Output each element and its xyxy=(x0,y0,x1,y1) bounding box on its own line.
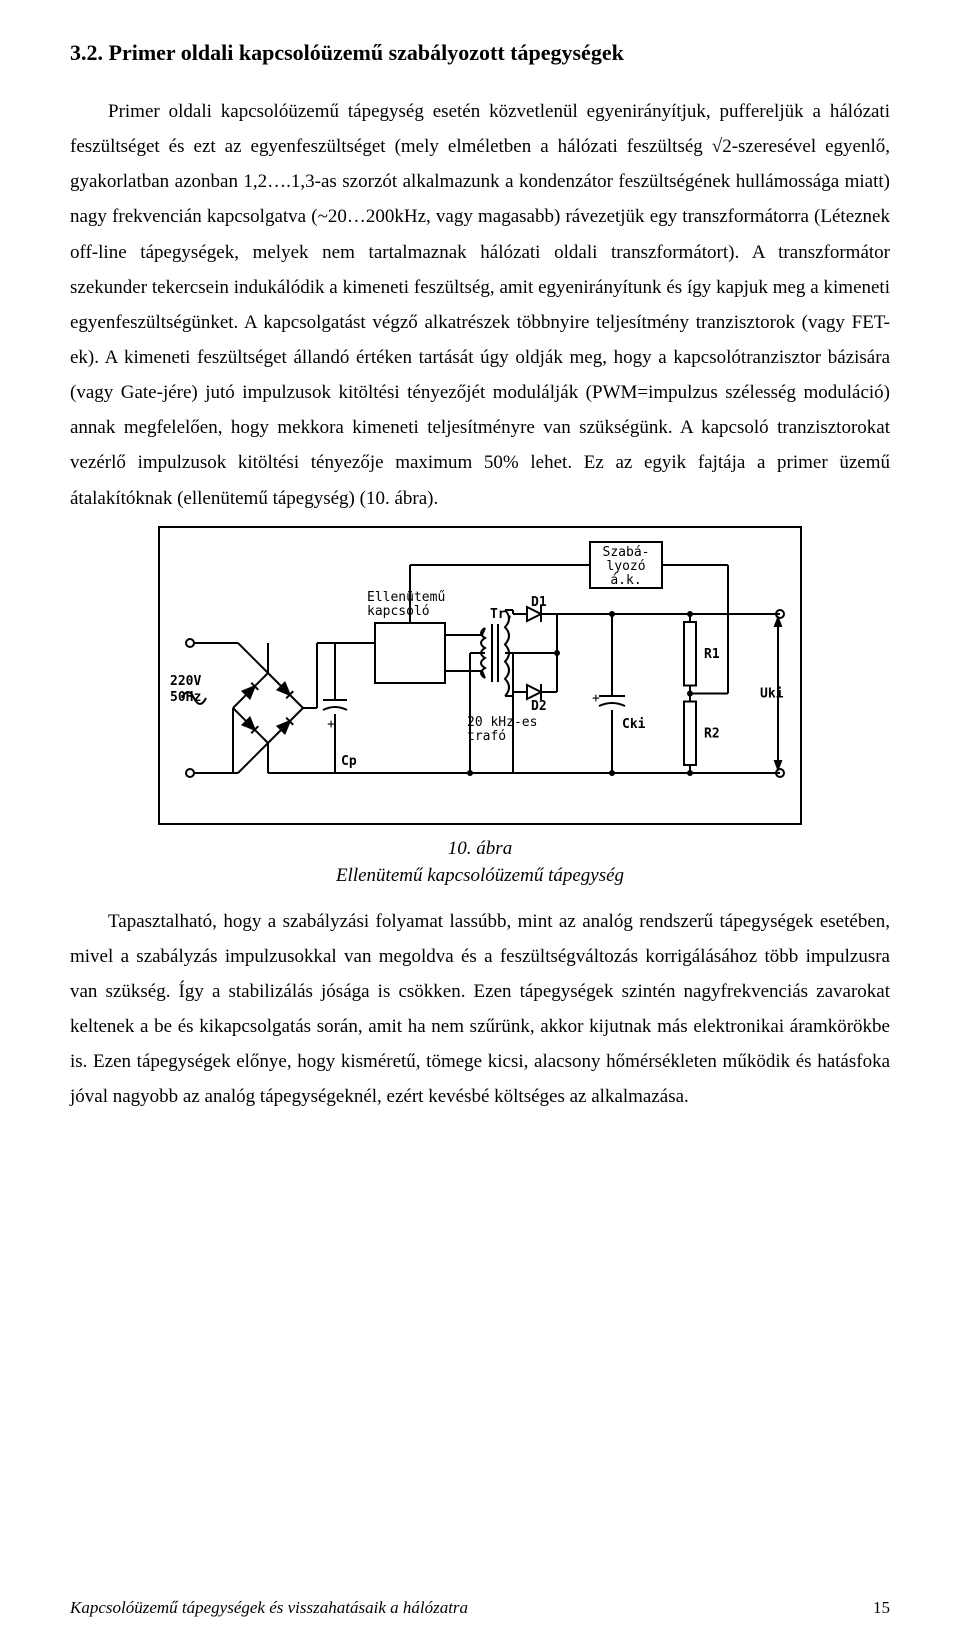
svg-text:Cki: Cki xyxy=(622,717,646,732)
svg-text:Uki: Uki xyxy=(760,686,784,701)
svg-text:50Hz: 50Hz xyxy=(170,690,201,705)
figure-caption-title: Ellenütemű kapcsolóüzemű tápegység xyxy=(70,862,890,890)
svg-text:+: + xyxy=(327,717,335,732)
paragraph-2: Tapasztalható, hogy a szabályzási folyam… xyxy=(70,904,890,1115)
figure-caption-number: 10. ábra xyxy=(70,835,890,863)
svg-text:trafó: trafó xyxy=(467,729,506,744)
svg-text:+: + xyxy=(592,691,600,706)
svg-text:lyozó: lyozó xyxy=(606,559,645,574)
footer-title: Kapcsolóüzemű tápegységek és visszahatás… xyxy=(70,1598,468,1618)
svg-text:kapcsoló: kapcsoló xyxy=(367,604,430,619)
circuit-diagram-svg: 220V50Hz+CpEllenüteműkapcsolóTr.20 kHz-e… xyxy=(160,528,800,818)
page-footer: Kapcsolóüzemű tápegységek és visszahatás… xyxy=(70,1598,890,1618)
svg-text:á.k.: á.k. xyxy=(610,573,641,588)
paragraph-1: Primer oldali kapcsolóüzemű tápegység es… xyxy=(70,94,890,516)
figure-10-caption: 10. ábra Ellenütemű kapcsolóüzemű tápegy… xyxy=(70,835,890,890)
section-heading: 3.2. Primer oldali kapcsolóüzemű szabály… xyxy=(70,40,890,66)
svg-text:R2: R2 xyxy=(704,726,720,741)
figure-10-wrap: 220V50Hz+CpEllenüteműkapcsolóTr.20 kHz-e… xyxy=(70,526,890,825)
page: 3.2. Primer oldali kapcsolóüzemű szabály… xyxy=(0,0,960,1644)
svg-text:Ellenütemű: Ellenütemű xyxy=(367,590,445,605)
svg-text:Szabá-: Szabá- xyxy=(603,545,650,560)
svg-text:20 kHz-es: 20 kHz-es xyxy=(467,715,537,730)
svg-text:220V: 220V xyxy=(170,674,201,689)
footer-page-number: 15 xyxy=(873,1598,890,1618)
svg-text:D2: D2 xyxy=(531,699,547,714)
figure-10: 220V50Hz+CpEllenüteműkapcsolóTr.20 kHz-e… xyxy=(158,526,802,825)
svg-text:D1: D1 xyxy=(531,595,547,610)
svg-text:Cp: Cp xyxy=(341,754,357,769)
svg-text:R1: R1 xyxy=(704,646,720,661)
